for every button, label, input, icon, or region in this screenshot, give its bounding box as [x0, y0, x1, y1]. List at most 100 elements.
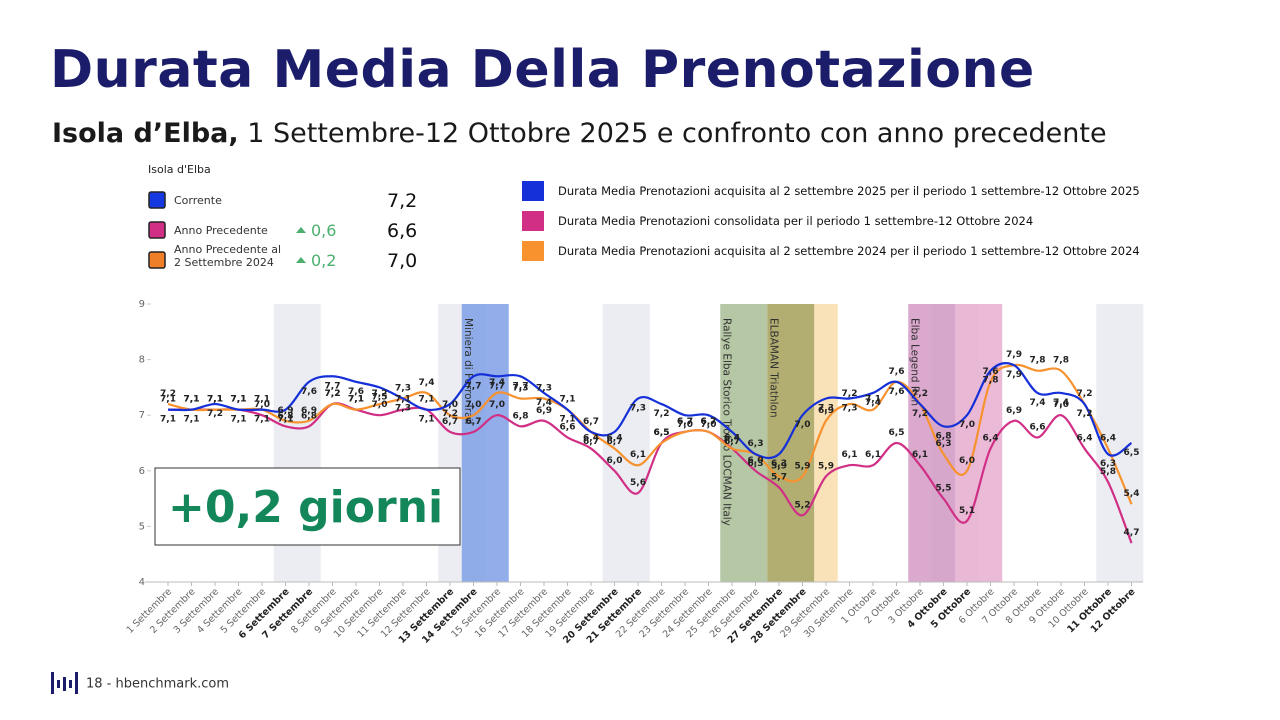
weekend-band	[602, 304, 650, 582]
value-label: 6,0	[607, 456, 623, 466]
value-label: 6,4	[724, 434, 740, 444]
value-label: 6,4	[983, 434, 999, 444]
annotation: +0,2 giorni	[168, 482, 443, 533]
y-tick-label: 6	[139, 466, 145, 477]
summary-value: 7,2	[387, 190, 417, 212]
value-label: 6,7	[677, 417, 693, 427]
value-label: 6,0	[959, 456, 975, 466]
legend-swatch	[522, 181, 544, 201]
value-label: 7,3	[842, 404, 858, 414]
value-label: 7,6	[348, 387, 364, 397]
value-label: 6,1	[842, 450, 858, 460]
event-label: Rallye Elba Storico Trofeo LOCMAN Italy	[720, 318, 732, 526]
value-label: 5,9	[818, 461, 834, 471]
value-label: 5,6	[630, 478, 646, 488]
value-label: 7,6	[301, 387, 317, 397]
value-label: 5,9	[795, 461, 811, 471]
legend-label: Durata Media Prenotazioni acquisita al 2…	[558, 244, 1140, 258]
value-label: 7,3	[513, 384, 529, 394]
value-label: 7,6	[889, 387, 905, 397]
value-label: 7,0	[372, 400, 388, 410]
value-label: 6,9	[1006, 406, 1022, 416]
value-label: 7,2	[912, 389, 928, 399]
value-label: 7,1	[348, 395, 364, 405]
up-arrow	[296, 257, 306, 263]
subtitle: Isola d’Elba, 1 Settembre-12 Ottobre 202…	[52, 118, 1107, 149]
value-label: 7,7	[513, 381, 529, 391]
value-label: 6,3	[771, 459, 787, 469]
value-label: 7,1	[254, 415, 270, 425]
summary-label: Corrente	[174, 194, 222, 207]
value-label: 7,2	[325, 389, 341, 399]
value-label: 6,5	[654, 428, 670, 438]
event-label: Elba Legend Run	[908, 318, 920, 406]
value-label: 6,7	[583, 417, 599, 427]
subtitle-place: Isola d’Elba,	[52, 118, 239, 149]
series-line	[167, 363, 1133, 505]
value-label: 5,8	[1100, 467, 1116, 477]
value-label: 7,1	[254, 395, 270, 405]
value-label: 6,4	[724, 434, 740, 444]
value-label: 7,8	[1053, 356, 1069, 366]
value-label: 7,7	[325, 381, 341, 391]
value-label: 7,4	[1030, 398, 1046, 408]
value-label: 7,2	[912, 409, 928, 419]
slide-title: Durata Media Della Prenotazione	[50, 40, 1035, 100]
value-label: 7,0	[795, 420, 811, 430]
value-label: 6,9	[818, 406, 834, 416]
event-band	[767, 304, 815, 582]
value-label: 7,2	[442, 409, 458, 419]
value-label: 7,3	[395, 384, 411, 394]
value-label: 7,2	[1077, 409, 1093, 419]
value-label: 7,0	[466, 400, 482, 410]
value-label: 6,1	[912, 450, 928, 460]
value-label: 7,2	[325, 389, 341, 399]
value-label: 7,4	[489, 378, 505, 388]
value-label: 7,4	[1053, 398, 1069, 408]
value-label: 6,4	[1100, 434, 1116, 444]
value-label: 7,1	[419, 395, 435, 405]
value-label: 5,2	[795, 500, 811, 510]
value-label: 7,1	[560, 395, 576, 405]
summary-swatch	[148, 251, 166, 269]
value-label: 5,1	[959, 506, 975, 516]
value-label: 7,8	[983, 376, 999, 386]
value-label: 6,0	[748, 456, 764, 466]
value-label: 7,8	[1030, 356, 1046, 366]
value-label: 7,1	[395, 395, 411, 405]
footer-text: 18 - hbenchmark.com	[86, 677, 229, 692]
value-label: 6,7	[724, 437, 740, 447]
footer-logo	[51, 672, 78, 694]
value-label: 7,1	[231, 395, 247, 405]
value-label: 6,9	[536, 406, 552, 416]
summary-title: Isola d'Elba	[148, 163, 211, 176]
value-label: 7,0	[677, 420, 693, 430]
y-tick-label: 7	[139, 410, 145, 421]
value-label: 6,3	[748, 459, 764, 469]
value-label: 6,7	[701, 417, 717, 427]
value-label: 6,7	[677, 417, 693, 427]
subtitle-period: 1 Settembre-12 Ottobre 2025 e confronto …	[247, 118, 1107, 149]
value-label: 6,6	[560, 422, 576, 432]
up-arrow	[296, 227, 306, 233]
value-label: 7,0	[701, 420, 717, 430]
value-label: 7,3	[536, 384, 552, 394]
value-label: 7,2	[160, 389, 176, 399]
value-label: 7,2	[842, 389, 858, 399]
y-tick-label: 9	[139, 299, 145, 310]
value-label: 6,4	[1077, 434, 1093, 444]
value-label: 7,1	[865, 395, 881, 405]
event-label: ELBAMAN Triathlon	[767, 318, 779, 418]
summary-label: Anno Precedente al 2 Settembre 2024	[174, 243, 281, 269]
value-label: 7,4	[865, 398, 881, 408]
legend-label: Durata Media Prenotazioni consolidata pe…	[558, 214, 1033, 228]
value-label: 7,2	[372, 389, 388, 399]
value-label: 4,7	[1124, 528, 1140, 538]
summary-change: 0,2	[311, 251, 336, 270]
summary-label-line: 2 Settembre 2024	[174, 256, 274, 269]
summary-value: 6,6	[387, 220, 417, 242]
value-label: 7,4	[419, 378, 435, 388]
value-label: 6,7	[442, 417, 458, 427]
value-label: 7,6	[889, 367, 905, 377]
summary-change: 0,6	[311, 221, 336, 240]
